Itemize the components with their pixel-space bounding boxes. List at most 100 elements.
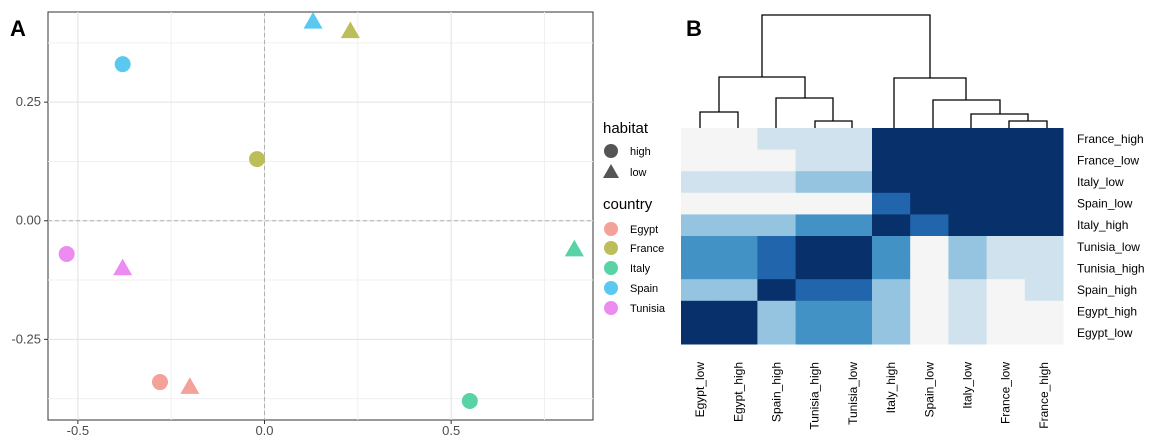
heatmap-row-label: Spain_high [1077,283,1137,297]
heatmap-cell [833,214,873,237]
heatmap-row-label: Egypt_high [1077,305,1137,319]
heatmap-cell [719,192,758,215]
heatmap-cell [681,192,720,215]
heatmap-cell [795,279,835,302]
heatmap-cell [795,128,835,151]
heatmap-col-label: Italy_high [884,362,898,413]
heatmap-cell [948,214,988,237]
heatmap-cell [948,322,988,345]
heatmap-col-label: Egypt_low [693,362,707,418]
legend-habitat-low: low [630,167,647,179]
dendro-link [718,76,806,112]
heatmap-cell [681,279,720,302]
heatmap-cell [872,300,911,323]
heatmap-col-label: Egypt_high [731,362,745,422]
heatmap-cell [1024,236,1064,259]
heatmap-cell [757,192,797,215]
legend-spain-swatch [604,281,618,295]
panel-label-b: B [686,16,702,41]
heatmap-cell [833,279,873,302]
heatmap-cell [719,279,758,302]
heatmap-cell [1024,300,1064,323]
point-spain-high [114,56,131,73]
legend-habitat-high: high [630,146,651,158]
heatmap-cell [1024,322,1064,345]
heatmap-cell [986,279,1026,302]
heatmap-col-label: France_low [999,362,1013,424]
legend-circle-icon [604,144,618,158]
x-tick-label: 0.5 [442,423,460,436]
heatmap-cell [910,171,949,194]
heatmap-cell [948,279,988,302]
heatmap-row-label: Tunisia_low [1077,240,1140,254]
heatmap-cell [910,300,949,323]
heatmap-col-label: Tunisia_high [808,362,822,430]
point-tunisia-high [58,245,75,262]
legend-country-title: country [603,196,653,213]
legend-country-tunisia: Tunisia [630,303,666,315]
heatmap-cell [833,149,873,172]
heatmap-cell [986,322,1026,345]
heatmap [681,128,1064,345]
scatter-points [58,11,584,410]
heatmap-col-label: France_high [1037,362,1051,429]
dendro-link [761,14,931,78]
heatmap-row-label: Egypt_low [1077,326,1133,340]
heatmap-cell [795,149,835,172]
legend-country-italy: Italy [630,263,651,275]
heatmap-cell [986,171,1026,194]
heatmap-cell [872,279,911,302]
heatmap-cell [719,128,758,151]
heatmap-cell [681,322,720,345]
point-tunisia-low [113,258,133,276]
heatmap-cell [872,171,911,194]
heatmap-cell [910,279,949,302]
heatmap-cell [910,149,949,172]
heatmap-cell [872,149,911,172]
heatmap-cell [872,257,911,280]
heatmap-cell [986,236,1026,259]
point-france-high [249,151,266,168]
heatmap-cell [757,214,797,237]
heatmap-row-label: Italy_low [1077,175,1124,189]
dendro-link [775,97,834,128]
heatmap-col-labels: Egypt_low Egypt_high Spain_high Tunisia_hig… [693,362,1051,430]
scatter-ticks: -0.5 0.0 0.5 0.25 0.00 -0.25 [11,94,460,436]
heatmap-cell [948,192,988,215]
dendro-link [814,120,853,128]
heatmap-cell [910,322,949,345]
y-tick-label: 0.25 [16,94,41,109]
heatmap-cell [757,322,797,345]
heatmap-cell [1024,128,1064,151]
heatmap-cell [719,236,758,259]
heatmap-cell [795,171,835,194]
heatmap-cell [795,257,835,280]
heatmap-row-label: Spain_low [1077,197,1133,211]
heatmap-cell [872,236,911,259]
heatmap-cell [833,257,873,280]
heatmap-cell [872,192,911,215]
heatmap-cell [719,171,758,194]
point-italy-low [564,239,584,257]
heatmap-cell [833,300,873,323]
legend-country-france: France [630,243,664,255]
heatmap-cell [681,214,720,237]
heatmap-cell [1024,149,1064,172]
dendro-link [1008,120,1048,128]
point-italy-high [461,393,478,410]
heatmap-cell [681,257,720,280]
heatmap-cell [986,128,1026,151]
legend-tunisia-swatch [604,301,618,315]
heatmap-cell [872,128,911,151]
heatmap-cell [910,257,949,280]
heatmap-cell [872,214,911,237]
heatmap-cell [719,149,758,172]
heatmap-cell [681,171,720,194]
legend-italy-swatch [604,261,618,275]
heatmap-col-label: Tunisia_low [846,362,860,425]
heatmap-cell [872,322,911,345]
heatmap-cell [719,257,758,280]
heatmap-cell [948,171,988,194]
heatmap-cell [948,149,988,172]
legend-triangle-icon [603,164,619,178]
